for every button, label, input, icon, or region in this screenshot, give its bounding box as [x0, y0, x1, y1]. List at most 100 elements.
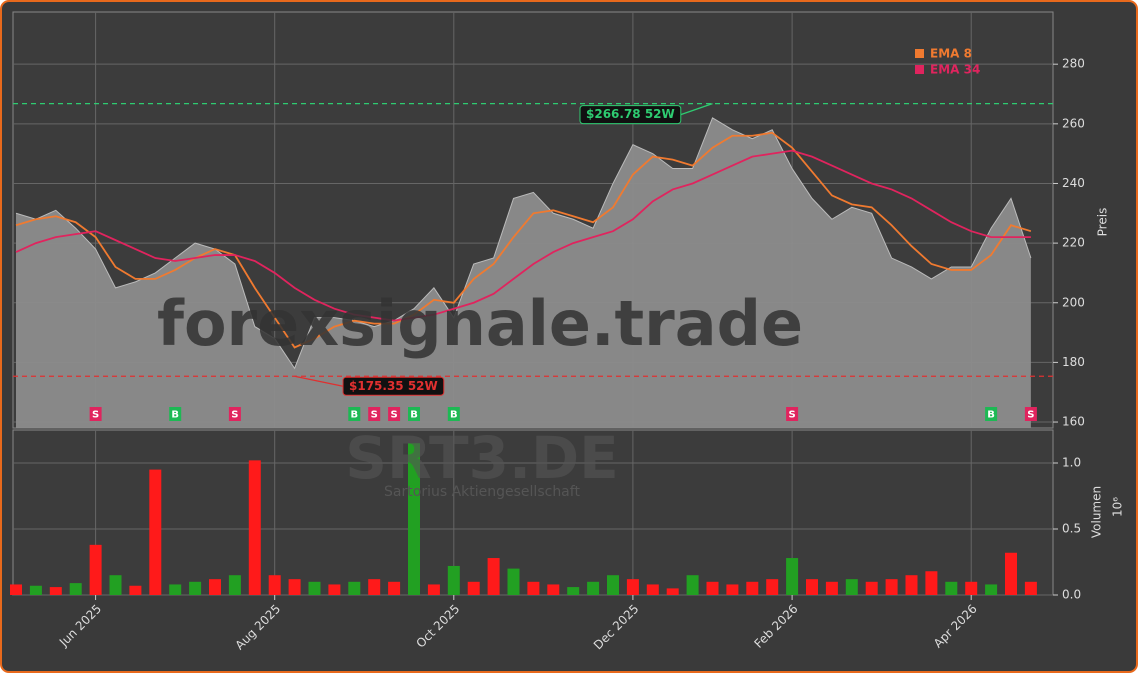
signal-badge — [786, 407, 799, 421]
volume-bar — [109, 575, 122, 595]
volume-bar — [726, 584, 739, 595]
volume-bar — [626, 579, 639, 595]
y-tick-label: 240 — [1062, 176, 1085, 190]
volume-bar — [228, 575, 241, 595]
volume-panel — [12, 429, 1054, 596]
volume-bar — [348, 581, 361, 595]
signal-label: B — [350, 410, 358, 421]
volume-bar — [507, 568, 520, 595]
volume-bar — [69, 583, 82, 595]
y2-exponent: 10⁶ — [1111, 497, 1125, 517]
price-line — [15, 117, 1032, 370]
volume-bar — [527, 581, 540, 595]
volume-bar — [607, 575, 619, 595]
volume-bar — [388, 581, 401, 595]
y2-tick-label: 0.5 — [1062, 522, 1081, 536]
volume-bar — [189, 581, 202, 595]
legend-label: EMA 34 — [930, 63, 980, 77]
52w-label: $175.35 52W — [349, 379, 438, 393]
y-tick-label: 160 — [1062, 415, 1085, 429]
volume-bar — [288, 579, 301, 595]
y-tick-label: 260 — [1062, 116, 1085, 130]
y2-tick-label: 0.0 — [1062, 588, 1081, 602]
signal-badge — [89, 407, 102, 421]
volume-bar — [467, 581, 480, 595]
volume-bar — [209, 579, 221, 595]
signal-label: S — [371, 410, 378, 421]
volume-bar — [427, 584, 440, 595]
legend-label: EMA 8 — [930, 47, 972, 61]
volume-bar — [89, 544, 102, 595]
signal-badge — [228, 407, 241, 421]
y-axis-label: Preis — [1096, 208, 1110, 237]
signal-label: B — [410, 410, 418, 421]
y-tick-label: 180 — [1062, 355, 1085, 369]
legend-swatch — [915, 65, 924, 74]
volume-bar — [328, 584, 341, 595]
volume-bar — [268, 575, 281, 595]
volume-bar — [965, 581, 978, 595]
signal-label: S — [390, 410, 397, 421]
volume-bar — [905, 575, 918, 595]
signal-badge — [985, 407, 998, 421]
price-area — [16, 117, 1031, 428]
volume-bar — [706, 581, 719, 595]
signal-label: S — [1027, 410, 1034, 421]
52w-arrow — [680, 102, 713, 116]
volume-bar — [766, 579, 779, 595]
signal-label: B — [171, 410, 179, 421]
volume-bar — [746, 581, 759, 595]
signal-badge — [408, 407, 420, 421]
volume-bar — [865, 581, 878, 595]
volume-bar — [29, 585, 42, 595]
volume-bar — [10, 584, 22, 595]
volume-bar — [925, 571, 938, 595]
watermark: forexsignale.trade — [157, 287, 803, 360]
signal-label: B — [987, 410, 995, 421]
signal-badge — [388, 407, 401, 421]
volume-bar — [368, 579, 381, 595]
signal-label: S — [92, 410, 99, 421]
volume-bar — [308, 581, 321, 595]
y2-tick-label: 1.0 — [1062, 456, 1081, 470]
volume-bar — [169, 584, 182, 595]
52w-arrow — [294, 375, 344, 387]
volume-bar — [1024, 581, 1037, 595]
volume-bar — [1005, 552, 1017, 595]
volume-bar — [985, 584, 998, 595]
volume-bar — [646, 584, 659, 595]
signal-badge — [348, 407, 361, 421]
volume-bar — [447, 565, 460, 595]
symbol-watermark: SRT3.DE — [345, 424, 619, 492]
y-tick-label: 200 — [1062, 295, 1085, 309]
ema-line — [15, 131, 1032, 349]
signal-label: B — [450, 410, 458, 421]
legend-swatch — [915, 49, 924, 58]
volume-bar — [408, 443, 420, 595]
signal-label: S — [231, 410, 238, 421]
volume-bar — [686, 575, 699, 595]
ema-line — [15, 149, 1031, 322]
volume-bar — [129, 585, 142, 595]
volume-bar — [547, 584, 560, 595]
signal-badge — [368, 407, 381, 421]
volume-bar — [885, 579, 898, 595]
volume-bar — [587, 581, 600, 595]
y-tick-label: 280 — [1062, 57, 1085, 71]
y-tick-label: 220 — [1062, 236, 1085, 250]
volume-bar — [487, 558, 500, 595]
volume-bar — [666, 588, 679, 595]
volume-bar — [825, 581, 838, 595]
signal-badge — [169, 407, 182, 421]
volume-bar — [248, 460, 261, 595]
volume-bar — [49, 587, 62, 595]
company-watermark: Sartorius Aktiengesellschaft — [384, 484, 580, 500]
volume-bar — [567, 587, 580, 595]
signal-badge — [447, 407, 460, 421]
volume-bar — [149, 469, 162, 595]
52w-label: $266.78 52W — [586, 107, 675, 121]
volume-bar — [945, 581, 958, 595]
signal-label: S — [788, 410, 795, 421]
